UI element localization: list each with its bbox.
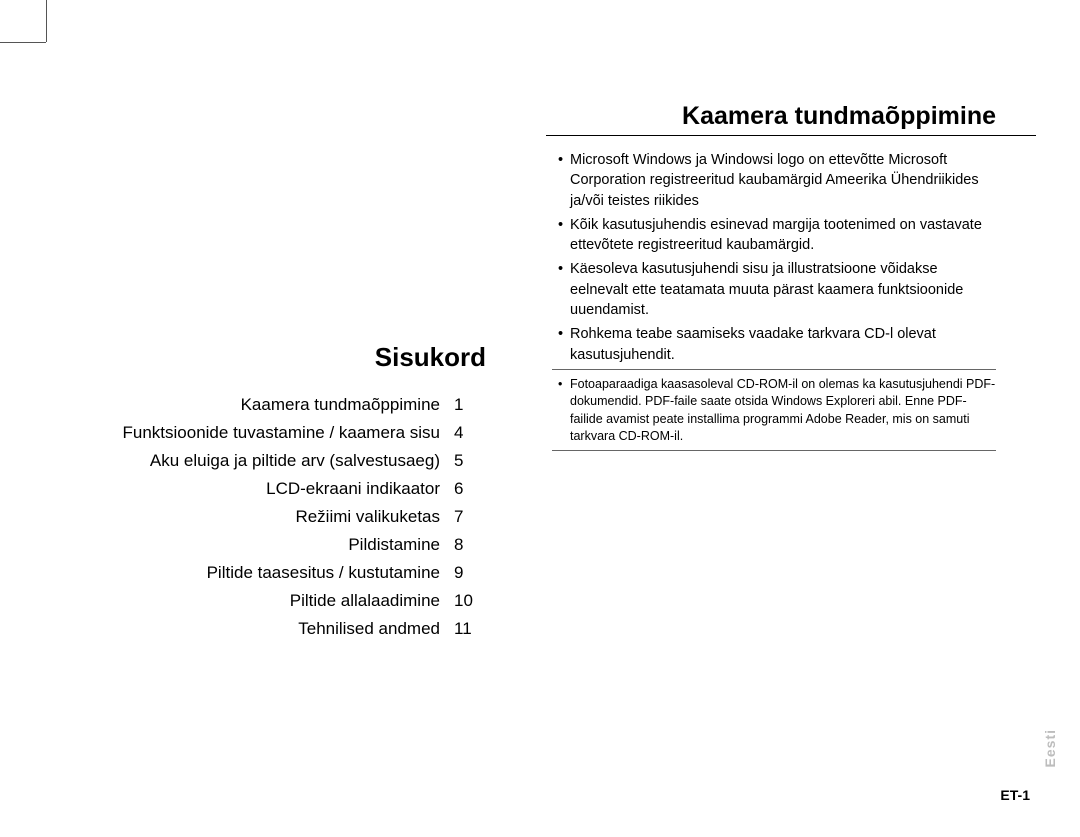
toc-label: Režiimi valikuketas (295, 503, 440, 531)
bullet-item: Käesoleva kasutusjuhendi sisu ja illustr… (558, 259, 996, 320)
note-block: Fotoaparaadiga kaasasoleval CD-ROM-il on… (536, 376, 1036, 446)
toc-row: Tehnilised andmed 11 (46, 615, 486, 643)
toc-page: 7 (454, 503, 486, 531)
toc-row: Piltide taasesitus / kustutamine 9 (46, 559, 486, 587)
toc-row: Funktsioonide tuvastamine / kaamera sisu… (46, 419, 486, 447)
toc-page: 4 (454, 419, 486, 447)
section-heading: Kaamera tundmaõppimine (546, 102, 1036, 136)
note-item: Fotoaparaadiga kaasasoleval CD-ROM-il on… (558, 376, 996, 446)
toc-row: Kaamera tundmaõppimine 1 (46, 391, 486, 419)
bullet-item: Rohkema teabe saamiseks vaadake tarkvara… (558, 324, 996, 365)
toc-label: Pildistamine (348, 531, 440, 559)
page-number: ET-1 (1000, 787, 1030, 803)
toc-row: Pildistamine 8 (46, 531, 486, 559)
crop-mark-horizontal (0, 42, 46, 43)
toc-page: 10 (454, 587, 486, 615)
toc-heading: Sisukord (46, 342, 526, 373)
toc-label: Piltide taasesitus / kustutamine (207, 559, 440, 587)
bullet-item: Kõik kasutusjuhendis esinevad margija to… (558, 215, 996, 256)
toc-label: Aku eluiga ja piltide arv (salvestusaeg) (150, 447, 440, 475)
divider (552, 369, 996, 370)
bullet-list: Microsoft Windows ja Windowsi logo on et… (536, 150, 1036, 365)
toc-row: Aku eluiga ja piltide arv (salvestusaeg)… (46, 447, 486, 475)
toc-list: Kaamera tundmaõppimine 1 Funktsioonide t… (46, 391, 526, 643)
divider (552, 450, 996, 451)
crop-mark-vertical (46, 0, 47, 42)
toc-label: LCD-ekraani indikaator (266, 475, 440, 503)
bullet-item: Microsoft Windows ja Windowsi logo on et… (558, 150, 996, 211)
toc-page: 6 (454, 475, 486, 503)
toc-page: 9 (454, 559, 486, 587)
toc-page: 5 (454, 447, 486, 475)
page-content: Sisukord Kaamera tundmaõppimine 1 Funkts… (46, 42, 1080, 837)
toc-label: Kaamera tundmaõppimine (241, 391, 440, 419)
toc-page: 1 (454, 391, 486, 419)
toc-page: 8 (454, 531, 486, 559)
toc-label: Funktsioonide tuvastamine / kaamera sisu (123, 419, 441, 447)
left-column: Sisukord Kaamera tundmaõppimine 1 Funkts… (46, 42, 526, 837)
toc-label: Tehnilised andmed (298, 615, 440, 643)
toc-label: Piltide allalaadimine (290, 587, 440, 615)
toc-row: Piltide allalaadimine 10 (46, 587, 486, 615)
toc-page: 11 (454, 615, 486, 643)
toc-row: LCD-ekraani indikaator 6 (46, 475, 486, 503)
right-column: Kaamera tundmaõppimine Microsoft Windows… (536, 42, 1036, 837)
toc-row: Režiimi valikuketas 7 (46, 503, 486, 531)
language-tab: Eesti (1042, 729, 1058, 767)
